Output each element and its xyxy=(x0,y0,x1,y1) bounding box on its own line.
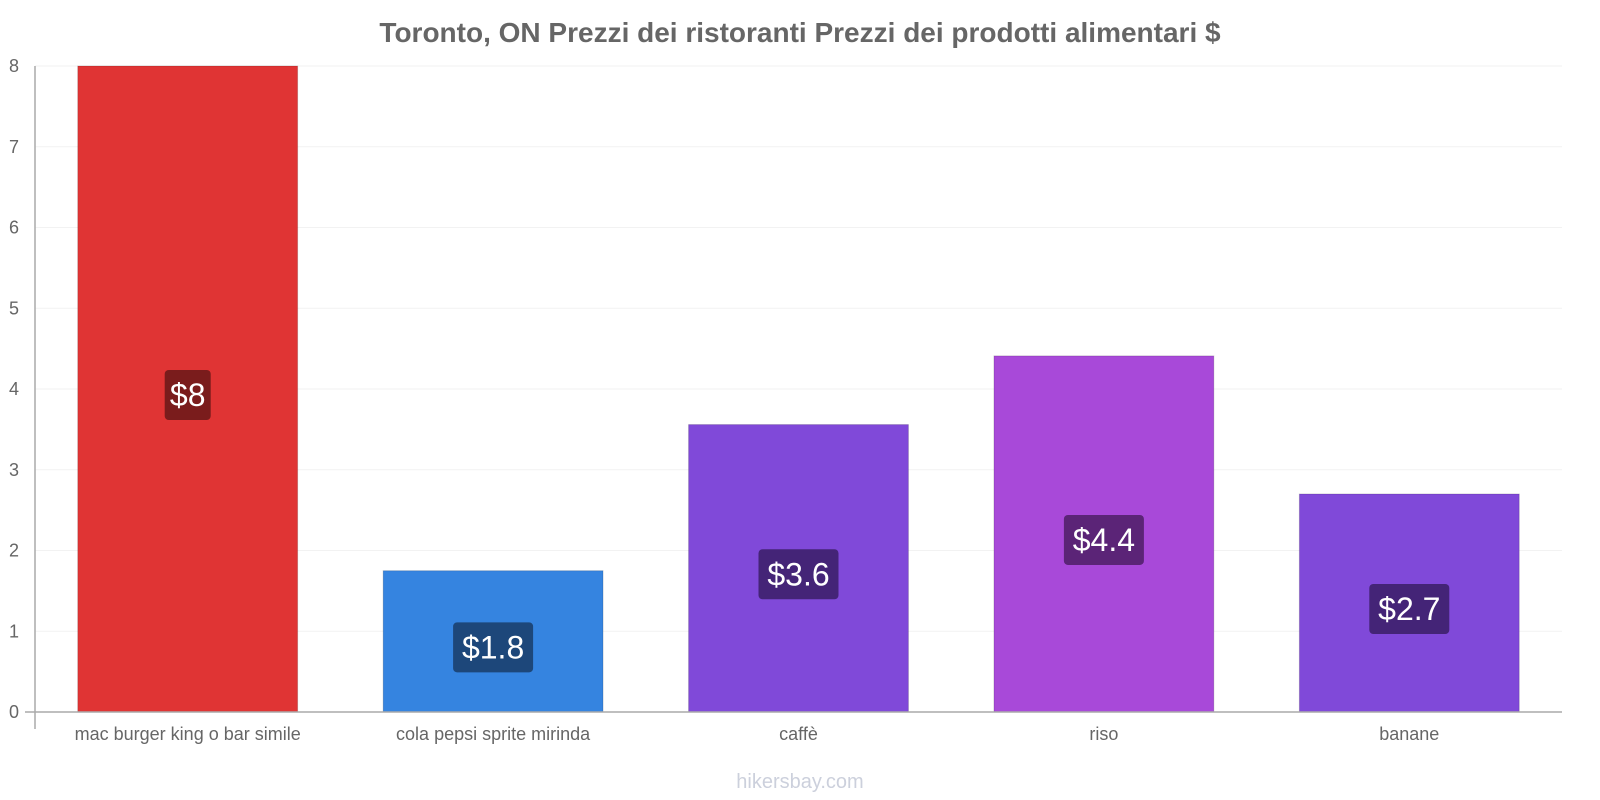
y-tick-label: 5 xyxy=(9,298,19,318)
y-tick-label: 3 xyxy=(9,460,19,480)
category-label: banane xyxy=(1379,724,1439,744)
category-labels: mac burger king o bar simile cola pepsi s… xyxy=(75,724,1440,744)
category-label: riso xyxy=(1089,724,1118,744)
y-tick-label: 2 xyxy=(9,541,19,561)
chart-title: Toronto, ON Prezzi dei ristoranti Prezzi… xyxy=(379,17,1221,48)
y-tick-label: 8 xyxy=(9,56,19,76)
y-tick-label: 6 xyxy=(9,218,19,238)
value-label-background xyxy=(1369,583,1450,634)
value-label-background xyxy=(164,370,211,420)
value-label-background xyxy=(758,549,839,600)
y-tick-label: 4 xyxy=(9,379,19,399)
y-tick-label: 7 xyxy=(9,137,19,157)
value-label: $2.7 xyxy=(1378,591,1440,627)
category-label: caffè xyxy=(779,724,818,744)
axes xyxy=(25,66,1562,729)
value-label: $8 xyxy=(170,377,206,413)
y-tick-label: 1 xyxy=(9,621,19,641)
value-label-background xyxy=(453,622,534,673)
source-watermark: hikersbay.com xyxy=(736,771,863,793)
value-label: $4.4 xyxy=(1073,522,1135,558)
y-tick-label: 0 xyxy=(9,702,19,722)
category-label: mac burger king o bar simile xyxy=(75,724,301,744)
value-label: $1.8 xyxy=(462,629,524,665)
value-labels: $8 $1.8 $3.6 $4.4 $2.7 xyxy=(164,370,1450,673)
y-axis-ticks: 0 1 2 3 4 5 6 7 8 xyxy=(9,56,19,722)
value-label-background xyxy=(1063,514,1144,565)
value-label: $3.6 xyxy=(767,556,829,592)
category-label: cola pepsi sprite mirinda xyxy=(396,724,591,744)
